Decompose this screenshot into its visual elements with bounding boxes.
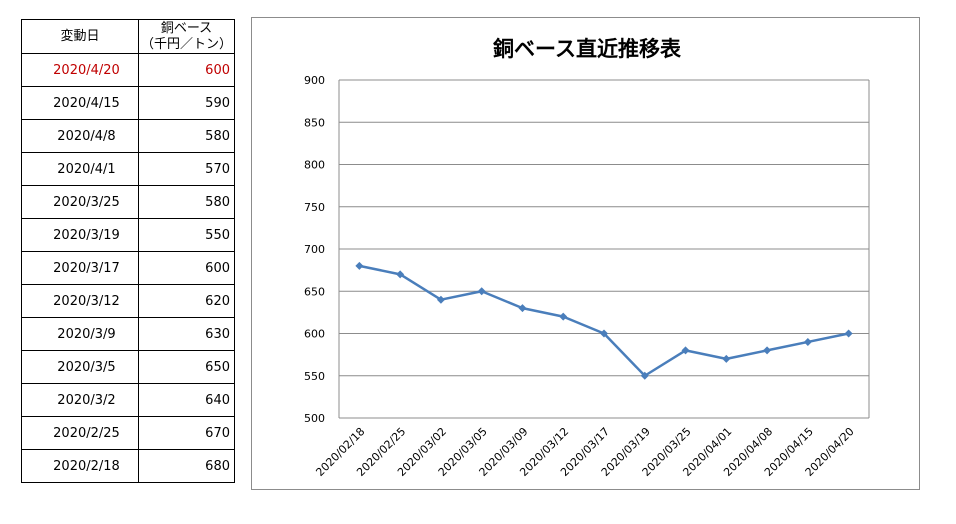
cell-date: 2020/3/25 <box>21 185 139 219</box>
table-row: 2020/3/25 580 <box>21 185 235 219</box>
table-row: 2020/3/5 650 <box>21 350 235 384</box>
table-row: 2020/3/9 630 <box>21 317 235 351</box>
chart-title: 銅ベース直近推移表 <box>493 37 682 61</box>
data-point <box>355 261 364 270</box>
line-chart: 銅ベース直近推移表 500550600650700750800850900202… <box>304 37 870 479</box>
cell-date: 2020/4/1 <box>21 152 139 186</box>
table-row: 2020/3/12 620 <box>21 284 235 318</box>
header-price-line1: 銅ベース <box>160 20 213 36</box>
cell-date: 2020/3/9 <box>21 317 139 351</box>
data-point <box>640 371 649 380</box>
y-tick-label: 700 <box>304 243 325 256</box>
cell-price: 550 <box>138 218 235 252</box>
cell-price: 620 <box>138 284 235 318</box>
data-point <box>559 312 568 321</box>
table-row: 2020/4/15 590 <box>21 86 235 120</box>
table-header-row: 変動日 銅ベース （千円／トン） <box>21 19 235 54</box>
data-point <box>803 337 812 346</box>
data-point <box>763 346 772 355</box>
table-row: 2020/4/8 580 <box>21 119 235 153</box>
table-row: 2020/3/2 640 <box>21 383 235 417</box>
cell-price: 670 <box>138 416 235 450</box>
data-point <box>518 304 527 313</box>
header-date: 変動日 <box>21 19 139 54</box>
cell-price: 680 <box>138 449 235 483</box>
cell-date: 2020/3/2 <box>21 383 139 417</box>
cell-price: 580 <box>138 119 235 153</box>
y-tick-label: 850 <box>304 116 325 129</box>
cell-price: 590 <box>138 86 235 120</box>
table-row: 2020/3/19 550 <box>21 218 235 252</box>
table-row: 2020/4/20 600 <box>21 53 235 87</box>
table-row: 2020/4/1 570 <box>21 152 235 186</box>
cell-price: 630 <box>138 317 235 351</box>
table-row: 2020/2/25 670 <box>21 416 235 450</box>
cell-date: 2020/4/20 <box>21 53 139 87</box>
header-price: 銅ベース （千円／トン） <box>138 19 235 54</box>
y-tick-label: 800 <box>304 159 325 172</box>
data-point <box>396 270 405 279</box>
cell-date: 2020/3/17 <box>21 251 139 285</box>
table-row: 2020/3/17 600 <box>21 251 235 285</box>
y-tick-label: 750 <box>304 201 325 214</box>
header-price-line2: （千円／トン） <box>140 36 232 52</box>
cell-price: 640 <box>138 383 235 417</box>
cell-date: 2020/2/25 <box>21 416 139 450</box>
y-tick-label: 550 <box>304 370 325 383</box>
data-point <box>600 329 608 338</box>
y-tick-label: 600 <box>304 328 325 341</box>
cell-date: 2020/3/19 <box>21 218 139 252</box>
data-point <box>681 346 690 355</box>
y-tick-label: 500 <box>304 412 325 425</box>
cell-date: 2020/2/18 <box>21 449 139 483</box>
cell-date: 2020/4/8 <box>21 119 139 153</box>
cell-price: 570 <box>138 152 235 186</box>
cell-date: 2020/3/5 <box>21 350 139 384</box>
series-line <box>359 264 849 377</box>
data-point <box>436 295 445 304</box>
cell-price: 650 <box>138 350 235 384</box>
cell-date: 2020/4/15 <box>21 86 139 120</box>
cell-price: 580 <box>138 185 235 219</box>
y-tick-label: 900 <box>304 74 325 87</box>
data-point <box>477 287 486 296</box>
table-row: 2020/2/18 680 <box>21 449 235 483</box>
data-point <box>844 329 853 338</box>
cell-price: 600 <box>138 251 235 285</box>
cell-price: 600 <box>138 53 235 87</box>
data-point <box>722 354 731 363</box>
cell-date: 2020/3/12 <box>21 284 139 318</box>
y-tick-label: 650 <box>304 285 325 298</box>
price-table: 変動日 銅ベース （千円／トン） 2020/4/20 600 2020/4/15 59… <box>21 19 235 483</box>
chart-area: 銅ベース直近推移表 500 550 600 650 700 750 800 850 900 202… <box>251 17 920 490</box>
